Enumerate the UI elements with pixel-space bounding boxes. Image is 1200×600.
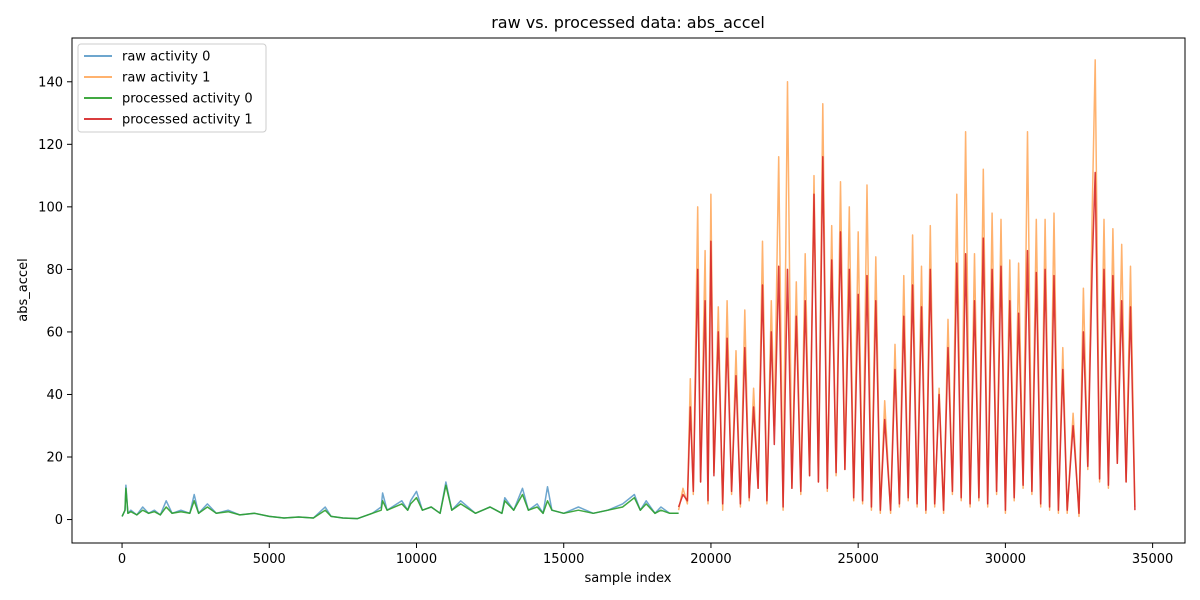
x-tick-label: 15000 xyxy=(543,552,584,567)
series-line-processed-activity-1 xyxy=(677,156,1136,515)
legend-label: processed activity 1 xyxy=(122,113,253,128)
y-axis: 0 20 40 60 80 100 120 140 xyxy=(38,75,72,528)
chart-title: raw vs. processed data: abs_accel xyxy=(491,13,765,33)
x-tick-label: 0 xyxy=(118,552,126,567)
x-tick-label: 5000 xyxy=(253,552,286,567)
y-tick-label: 140 xyxy=(38,75,63,90)
y-tick-label: 0 xyxy=(55,513,63,528)
legend-box xyxy=(77,43,267,133)
x-axis-label: sample index xyxy=(585,571,672,586)
legend-label: processed activity 0 xyxy=(122,92,253,107)
x-axis: 0 5000 10000 15000 20000 25000 30000 35000 xyxy=(118,543,1173,567)
y-axis-label: abs_accel xyxy=(16,258,31,321)
legend-label: raw activity 0 xyxy=(122,50,210,65)
y-tick-label: 60 xyxy=(46,325,63,340)
legend-label: raw activity 1 xyxy=(122,71,210,86)
y-tick-label: 40 xyxy=(46,388,63,403)
x-tick-label: 30000 xyxy=(985,552,1026,567)
legend: raw activity 0 raw activity 1 processed ac… xyxy=(77,43,267,133)
x-tick-label: 25000 xyxy=(837,552,878,567)
y-tick-label: 100 xyxy=(38,200,63,215)
series-line-processed-activity-0 xyxy=(121,484,679,520)
y-tick-label: 80 xyxy=(46,263,63,278)
y-tick-label: 120 xyxy=(38,138,63,153)
series-layer xyxy=(121,59,1136,520)
axes-frame xyxy=(71,37,1186,544)
x-tick-label: 10000 xyxy=(396,552,437,567)
y-tick-label: 20 xyxy=(46,451,63,466)
x-tick-label: 35000 xyxy=(1132,552,1173,567)
x-tick-label: 20000 xyxy=(690,552,731,567)
